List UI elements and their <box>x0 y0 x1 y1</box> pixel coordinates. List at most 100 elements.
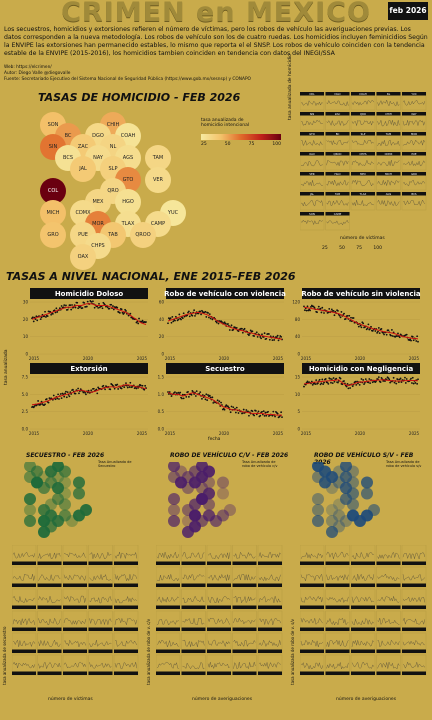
national-panel-title: Extorsión <box>70 365 107 373</box>
y-tick-label: 0 <box>297 352 300 357</box>
state-series <box>89 640 112 647</box>
web-link[interactable]: Web: https://elcrimen/ <box>4 65 52 70</box>
state-series <box>12 661 35 669</box>
data-point <box>110 303 113 306</box>
data-point <box>177 391 180 394</box>
data-point <box>59 393 62 395</box>
data-point <box>281 416 283 419</box>
data-point <box>92 387 95 390</box>
data-point <box>242 408 245 411</box>
state-series <box>326 120 349 126</box>
bottom-multiples-svg <box>12 545 139 676</box>
state-series <box>182 662 205 670</box>
data-point <box>87 389 90 392</box>
state-series <box>258 662 281 670</box>
state-hex <box>326 526 338 538</box>
data-point <box>106 306 109 309</box>
bottom-map-title: SECUESTRO - FEB 2026 <box>26 452 105 459</box>
state-hex <box>217 487 229 500</box>
data-point <box>39 403 42 406</box>
data-point <box>262 410 265 413</box>
data-point <box>343 312 345 315</box>
data-point <box>195 390 198 393</box>
trend-line <box>303 306 419 340</box>
y-tick-label: 30 <box>23 300 29 305</box>
data-point <box>366 327 369 330</box>
data-point <box>237 330 240 333</box>
data-point <box>263 414 266 417</box>
data-point <box>32 320 35 323</box>
state-series <box>114 595 137 604</box>
data-point <box>329 377 332 380</box>
state-hex <box>168 493 180 505</box>
data-point <box>45 316 47 318</box>
data-point <box>264 411 267 414</box>
data-point <box>303 309 306 312</box>
state-hex-hgo: HGO <box>115 189 141 215</box>
state-hex <box>52 493 64 505</box>
national-heading: TASAS A NIVEL NACIONAL, ENE 2015–FEB 202… <box>6 270 296 283</box>
data-point <box>188 315 191 318</box>
data-point <box>391 335 394 337</box>
bottom-multiples-ylabel: tasa anualizada de secuestro <box>2 626 7 685</box>
state-series <box>326 617 349 626</box>
data-point <box>194 312 197 315</box>
data-point <box>397 378 399 381</box>
state-series <box>258 639 281 647</box>
y-tick-label: 10 <box>295 392 301 397</box>
data-point <box>194 395 197 397</box>
data-point <box>63 395 66 398</box>
data-point <box>117 388 120 390</box>
state-series <box>377 139 400 147</box>
x-tick-label: 2020 <box>83 356 94 361</box>
data-point <box>318 378 321 381</box>
data-point <box>46 315 49 318</box>
state-series <box>377 639 400 648</box>
state-series <box>156 619 179 626</box>
state-hex <box>312 493 324 505</box>
state-series <box>351 661 374 669</box>
y-tick-label: 7.5 <box>22 375 29 380</box>
data-point <box>84 391 86 394</box>
state-panel-label: SON <box>309 212 315 216</box>
data-point <box>390 334 392 337</box>
data-point <box>171 315 174 318</box>
data-point <box>261 333 263 336</box>
state-series <box>300 180 323 187</box>
state-series <box>182 618 205 625</box>
data-point <box>57 393 60 396</box>
data-point <box>53 309 56 312</box>
data-point <box>417 340 419 343</box>
data-point <box>377 376 380 379</box>
state-series <box>402 552 425 560</box>
state-hex <box>24 493 36 505</box>
data-point <box>327 382 330 385</box>
data-point <box>40 400 43 403</box>
bottom-hex-map <box>24 462 92 538</box>
state-series <box>258 596 281 603</box>
state-series <box>377 119 400 127</box>
state-series <box>300 219 323 226</box>
state-hex <box>326 482 338 494</box>
data-point <box>56 397 59 400</box>
state-series <box>402 100 425 106</box>
national-panel-title-bar <box>30 363 148 374</box>
data-point <box>179 391 182 394</box>
state-hex <box>52 482 64 494</box>
data-point <box>339 316 342 319</box>
data-point <box>272 410 275 413</box>
data-point <box>144 384 147 387</box>
data-point <box>384 380 386 382</box>
data-point <box>255 413 258 416</box>
data-point <box>123 386 126 389</box>
y-tick-label: 2.5 <box>22 409 29 414</box>
data-point <box>404 382 407 384</box>
bottom-hex-map <box>312 462 380 538</box>
data-point <box>274 415 276 418</box>
state-hex <box>340 471 352 483</box>
state-series <box>38 617 61 626</box>
state-hex <box>340 515 352 527</box>
state-series <box>351 573 374 582</box>
y-tick-label: 80 <box>295 317 301 322</box>
state-hex <box>217 476 229 489</box>
